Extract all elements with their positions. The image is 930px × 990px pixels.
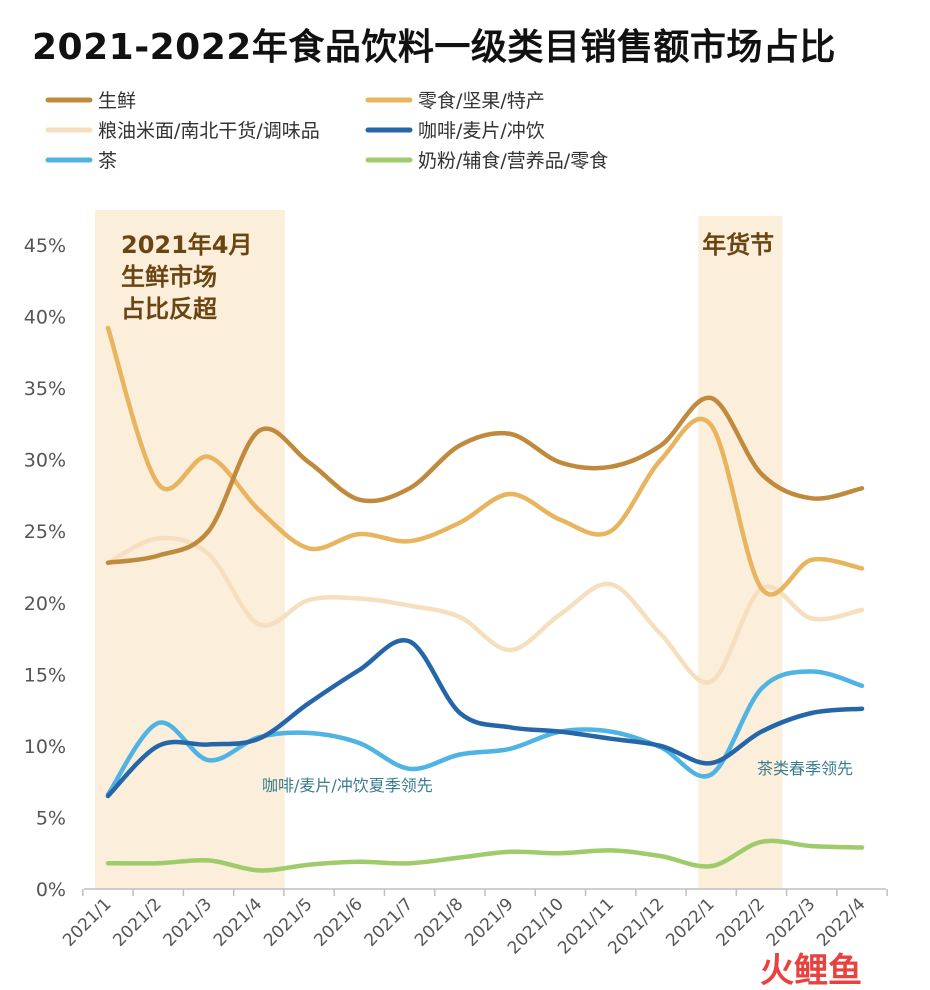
annotations: 咖啡/麦片/冲饮夏季领先 茶类春季领先 — [262, 759, 853, 795]
x-tick-label: 2021/1 — [59, 894, 115, 950]
x-tick-label: 2022/2 — [713, 894, 769, 950]
x-tick-label: 2021/3 — [160, 894, 216, 950]
highlight-label: 占比反超 — [121, 295, 218, 323]
series-lines — [105, 325, 865, 873]
legend-label: 粮油米面/南北干货/调味品 — [98, 120, 320, 142]
legend-label: 奶粉/辅食/营养品/零食 — [418, 150, 608, 172]
x-tick-label: 2022/1 — [662, 894, 718, 950]
watermark-text: 火鲤鱼 — [760, 951, 862, 990]
y-tick-label: 15% — [24, 664, 66, 686]
x-axis: 2021/12021/22021/32021/42021/52021/62021… — [59, 888, 888, 958]
y-tick-label: 40% — [24, 307, 66, 329]
x-tick-label: 2022/3 — [763, 894, 819, 950]
series-line — [105, 535, 865, 685]
highlight-label: 生鲜市场 — [121, 263, 217, 291]
series-line — [105, 325, 865, 597]
series-line — [105, 637, 865, 799]
series-line — [105, 669, 865, 797]
x-tick-label: 2021/12 — [604, 894, 668, 958]
x-tick-label: 2021/8 — [411, 894, 467, 950]
annotation-label: 茶类春季领先 — [757, 759, 853, 778]
y-tick-label: 25% — [24, 521, 66, 543]
series-line — [105, 838, 865, 873]
y-tick-label: 5% — [36, 807, 66, 829]
x-tick-label: 2021/4 — [210, 894, 266, 950]
y-tick-label: 35% — [24, 378, 66, 400]
watermark-logo: 火鲤鱼 — [760, 951, 862, 990]
legend-label: 零食/坚果/特产 — [418, 90, 545, 112]
y-axis-ticks: 0% 5% 10% 15% 20% 25% 30% 35% 40% 45% — [24, 235, 66, 901]
y-tick-label: 20% — [24, 593, 66, 615]
highlight-label: 2021年4月 — [121, 231, 253, 259]
x-tick-label: 2021/7 — [361, 894, 417, 950]
y-tick-label: 30% — [24, 450, 66, 472]
x-tick-label: 2021/5 — [260, 894, 316, 950]
y-tick-label: 0% — [36, 879, 66, 901]
legend-label: 生鲜 — [98, 90, 136, 112]
series-line — [105, 395, 865, 565]
x-tick-label: 2021/6 — [310, 894, 366, 950]
x-tick-label: 2022/4 — [813, 894, 869, 950]
highlight-band — [698, 216, 783, 889]
y-tick-label: 10% — [24, 736, 66, 758]
chart-title: 2021-2022年食品饮料一级类目销售额市场占比 — [32, 27, 836, 68]
highlight-label: 年货节 — [702, 231, 774, 259]
legend-label: 咖啡/麦片/冲饮 — [418, 120, 545, 142]
annotation-label: 咖啡/麦片/冲饮夏季领先 — [262, 776, 433, 795]
y-tick-label: 45% — [24, 235, 66, 257]
x-tick-label: 2021/2 — [109, 894, 165, 950]
legend-label: 茶 — [98, 150, 117, 172]
